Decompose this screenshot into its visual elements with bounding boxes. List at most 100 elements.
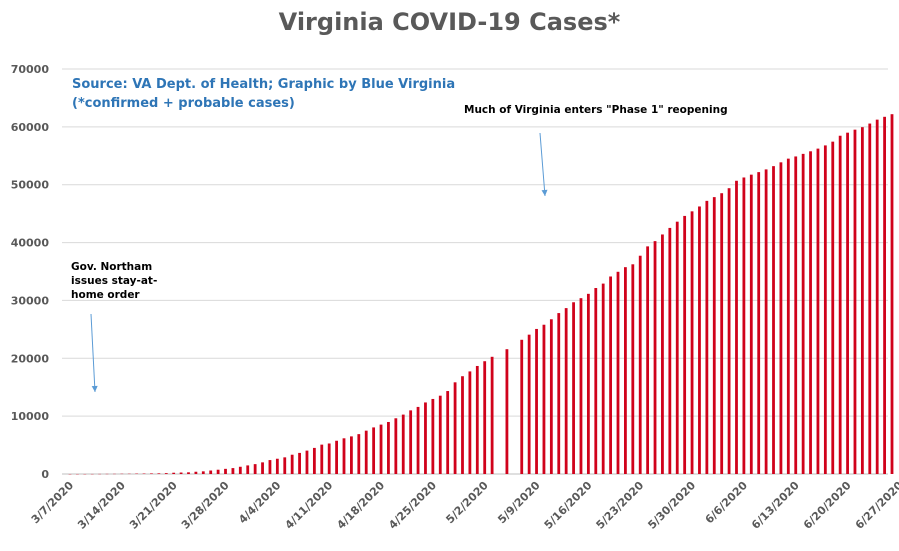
bar: [372, 427, 376, 474]
stay-home-annotation: Gov. Northam issues stay-at- home order: [71, 260, 157, 302]
x-tick-label: 6/13/2020: [749, 479, 802, 532]
x-tick-label: 4/4/2020: [236, 479, 284, 527]
bar: [327, 443, 331, 474]
bar: [164, 473, 168, 474]
source-line-2: (*confirmed + probable cases): [72, 96, 295, 111]
bar: [424, 402, 427, 474]
bar: [157, 473, 161, 474]
source-line-1: Source: VA Dept. of Health; Graphic by B…: [72, 77, 456, 92]
bar: [749, 174, 753, 474]
x-tick-label: 5/30/2020: [645, 479, 698, 532]
y-tick-label: 20000: [11, 352, 50, 365]
bar: [853, 129, 857, 475]
x-tick-label: 5/2/2020: [443, 479, 491, 527]
bar: [468, 371, 472, 474]
bar: [401, 414, 405, 474]
bar: [194, 471, 198, 474]
bar: [586, 293, 590, 474]
y-tick-label: 30000: [11, 294, 50, 307]
bar: [150, 473, 153, 474]
bar: [394, 418, 398, 474]
bar: [342, 438, 346, 474]
y-tick-label: 10000: [11, 410, 50, 423]
bar: [653, 241, 657, 474]
y-tick-label: 70000: [11, 63, 50, 76]
x-tick-label: 6/6/2020: [703, 479, 751, 527]
bar: [216, 469, 220, 474]
bar: [786, 158, 790, 474]
y-tick-label: 40000: [11, 237, 50, 250]
bar: [801, 153, 805, 474]
x-tick-label: 5/23/2020: [594, 479, 647, 532]
bar: [453, 382, 457, 474]
bar: [698, 206, 701, 474]
bar: [283, 457, 287, 474]
bar: [601, 283, 605, 474]
bar: [179, 472, 183, 474]
bar: [238, 466, 242, 474]
x-tick-label: 4/25/2020: [386, 479, 439, 532]
bar: [483, 361, 487, 474]
y-tick-label: 60000: [11, 121, 50, 134]
bar: [253, 464, 257, 474]
bar: [275, 458, 279, 474]
bar: [609, 276, 612, 474]
bar: [416, 406, 420, 474]
bar: [201, 471, 205, 474]
bar: [720, 193, 724, 474]
bar: [231, 468, 235, 474]
bar: [794, 156, 798, 474]
x-tick-label: 4/18/2020: [334, 479, 387, 532]
bar: [527, 334, 531, 474]
bar: [883, 116, 886, 474]
bar: [535, 328, 538, 474]
x-tick-label: 6/27/2020: [853, 479, 899, 532]
bar: [631, 264, 635, 474]
bar: [320, 444, 324, 474]
bar: [572, 302, 575, 474]
bar: [616, 271, 620, 474]
bar: [705, 200, 709, 475]
bar: [431, 398, 435, 474]
bar: [549, 319, 553, 474]
bar: [312, 447, 316, 474]
bar: [846, 132, 849, 474]
bar: [409, 410, 413, 474]
source-note: Source: VA Dept. of Health; Graphic by B…: [72, 75, 455, 113]
bar: [890, 114, 894, 474]
bar: [438, 395, 442, 474]
bar: [364, 430, 368, 474]
bar: [624, 267, 627, 474]
bar: [224, 468, 227, 474]
bar: [557, 313, 561, 474]
bar: [690, 211, 694, 474]
bar: [172, 472, 176, 474]
bar: [772, 166, 775, 474]
bar: [868, 123, 872, 474]
annotation-arrowhead: [91, 385, 98, 392]
bar: [816, 148, 820, 474]
bar: [461, 376, 464, 474]
bar: [505, 349, 509, 474]
y-axis-ticks: 0 10000 20000 30000 40000 50000 60000 70000: [11, 63, 50, 481]
bar: [246, 465, 250, 474]
bar: [594, 288, 598, 474]
bar: [646, 246, 650, 474]
gridlines: [62, 68, 888, 475]
bar: [564, 308, 568, 474]
bar: [446, 391, 450, 474]
bar: [490, 356, 494, 474]
bar: [668, 227, 672, 474]
bar: [661, 234, 664, 474]
x-tick-label: 3/14/2020: [75, 479, 128, 532]
stay-home-line-2: issues stay-at-: [71, 275, 158, 287]
bar: [350, 436, 353, 474]
bar: [209, 470, 213, 474]
bar: [675, 221, 679, 474]
bar: [727, 188, 731, 474]
bar: [187, 472, 190, 474]
annotation-arrow-line: [539, 132, 546, 197]
x-tick-label: 3/21/2020: [127, 479, 180, 532]
bar: [735, 180, 738, 474]
x-axis-ticks: 3/7/2020 3/14/2020 3/21/2020 3/28/2020 4/4/2…: [29, 479, 899, 532]
